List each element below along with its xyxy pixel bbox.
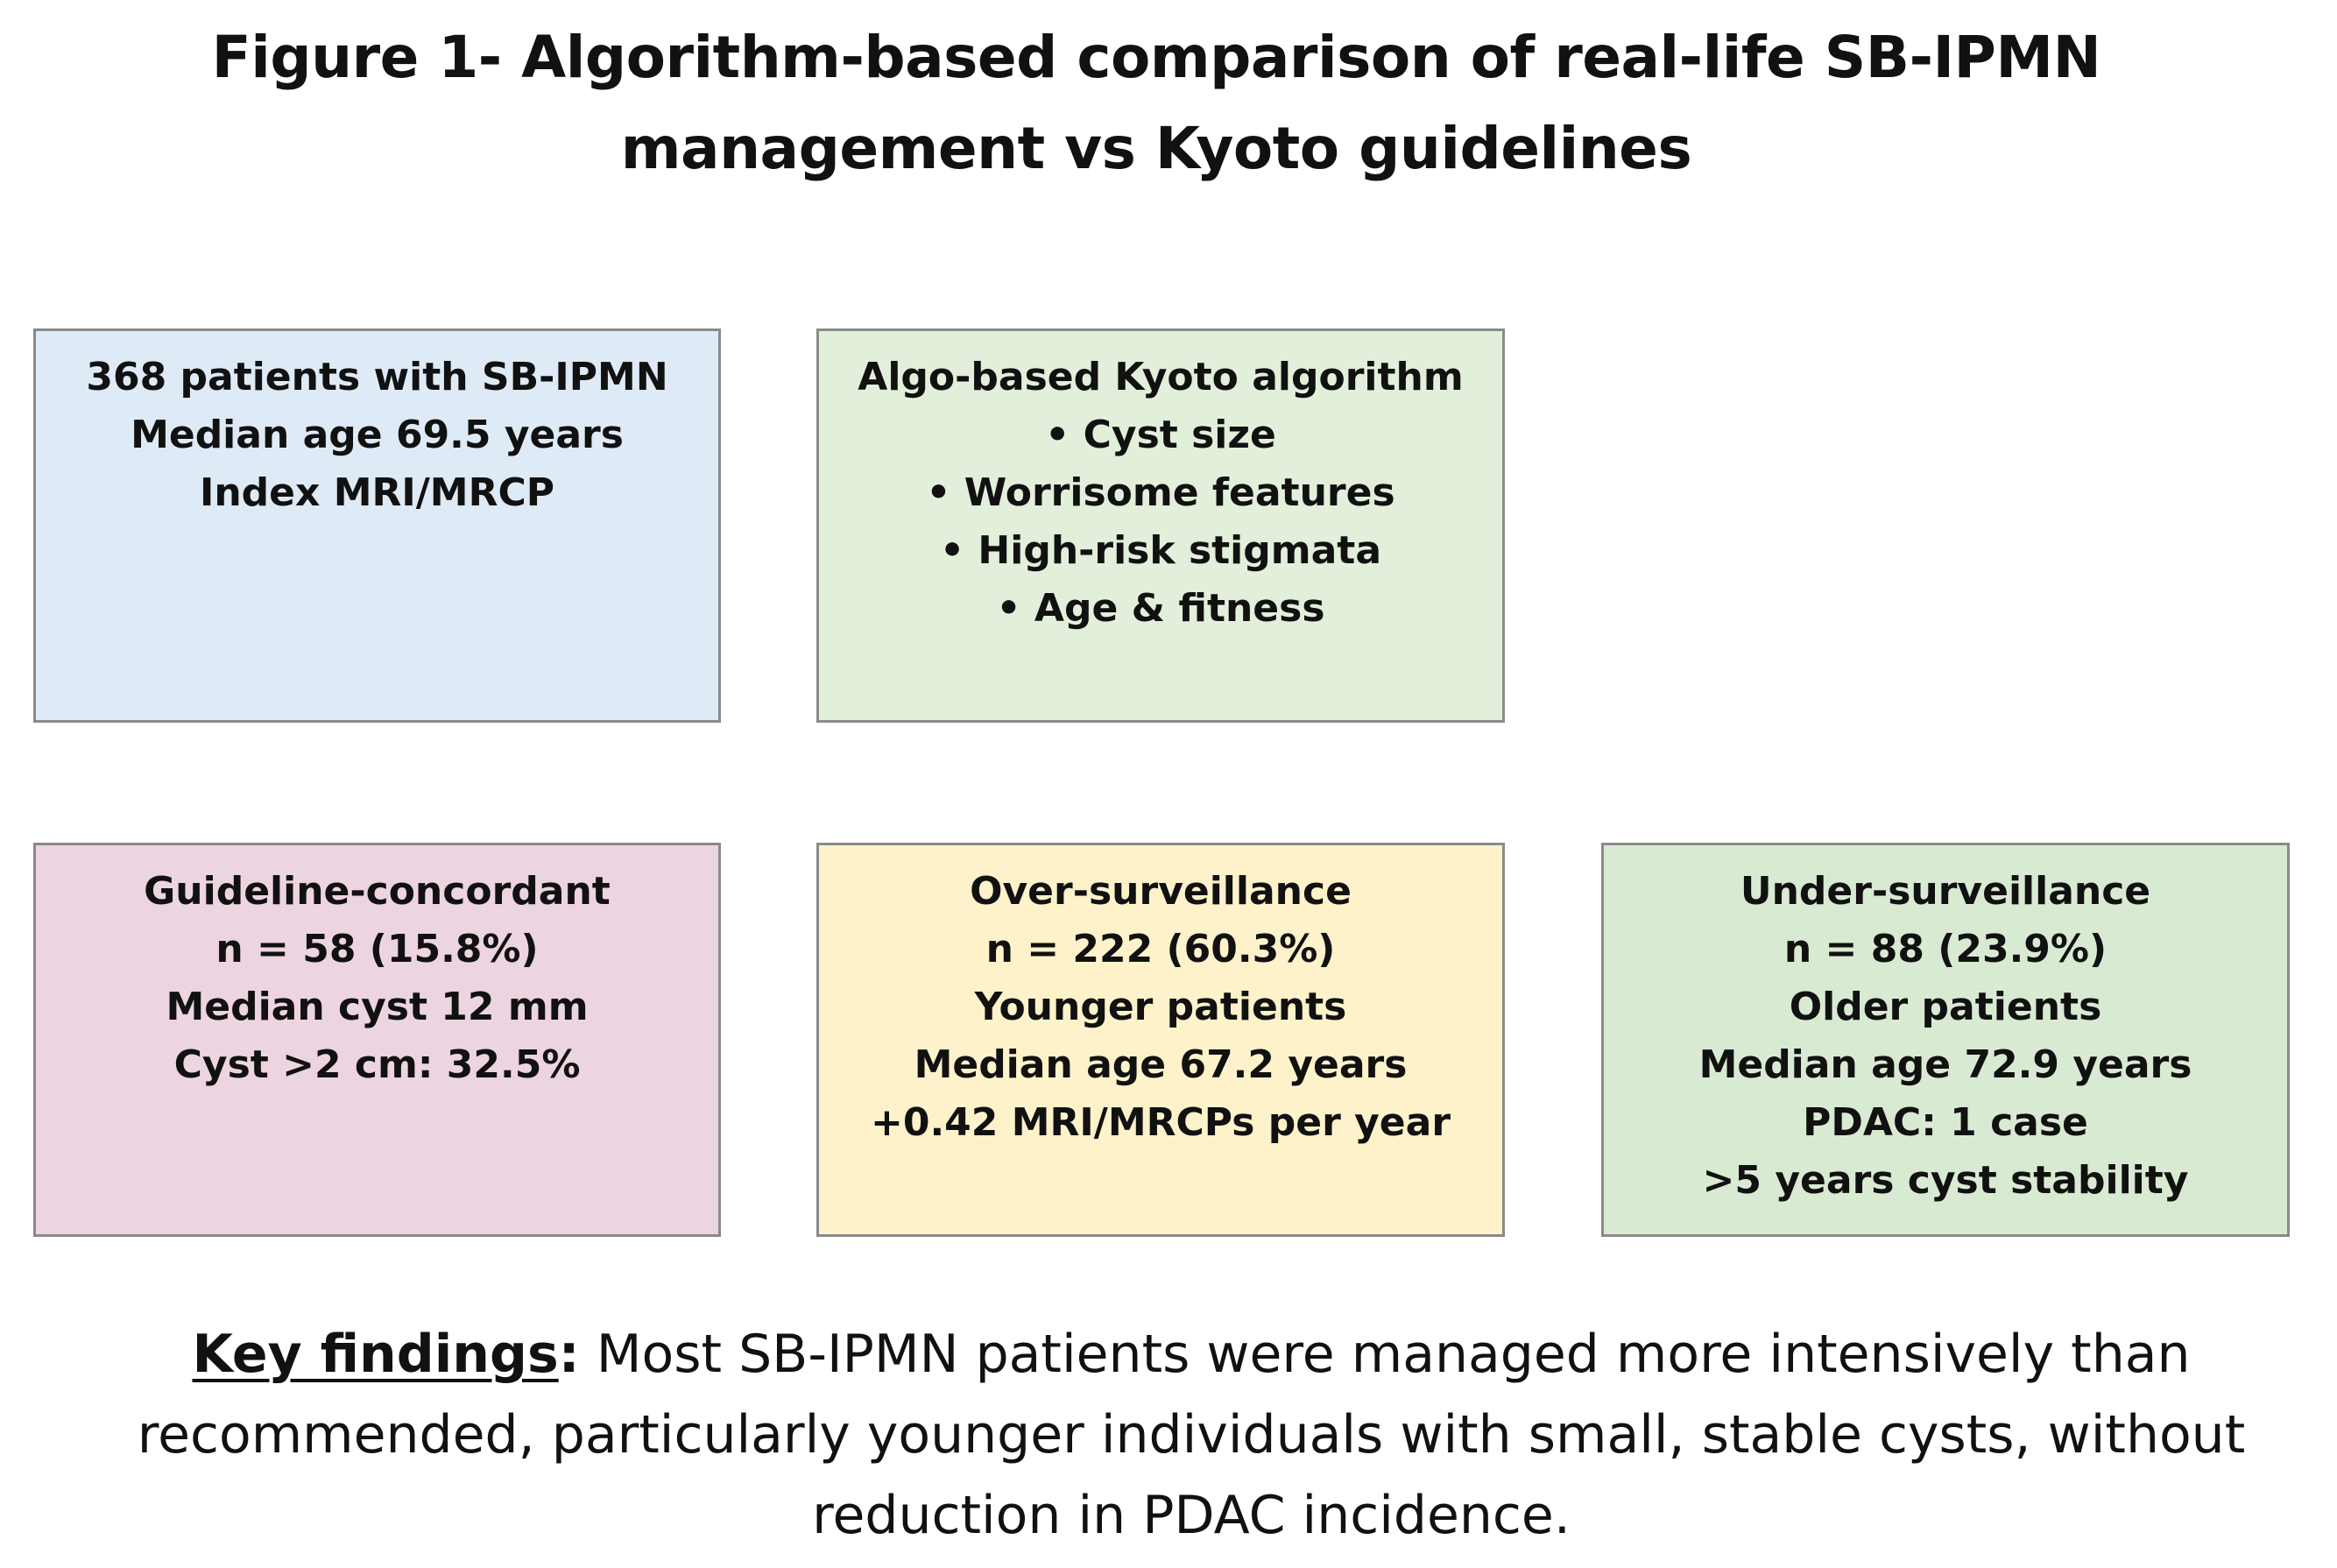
figure-title: Figure 1- Algorithm-based comparison of … xyxy=(0,12,2312,194)
over-surveillance-line: +0.42 MRI/MRCPs per year xyxy=(870,1100,1451,1145)
key-findings-text-1: Most SB-IPMN patients were managed more … xyxy=(579,1324,2191,1385)
over-surveillance-line: Over-surveillance xyxy=(970,869,1352,914)
under-surveillance-line: PDAC: 1 case xyxy=(1803,1100,2088,1145)
over-surveillance-line: Median age 67.2 years xyxy=(914,1042,1408,1087)
under-surveillance-line: Median age 72.9 years xyxy=(1698,1042,2192,1087)
over-surveillance-box: Over-surveillance n = 222 (60.3%) Younge… xyxy=(816,843,1505,1237)
under-surveillance-box: Under-surveillance n = 88 (23.9%) Older … xyxy=(1601,843,2290,1237)
figure-title-line-1: Figure 1- Algorithm-based comparison of … xyxy=(211,24,2101,91)
cohort-line: 368 patients with SB-IPMN xyxy=(86,355,668,399)
key-findings-line-3: reduction in PDAC incidence. xyxy=(812,1485,1571,1546)
key-findings-line-2: recommended, particularly younger indivi… xyxy=(137,1404,2246,1466)
guideline-concordant-box: Guideline-concordant n = 58 (15.8%) Medi… xyxy=(33,843,721,1237)
algorithm-bullet: • High-risk stigmata xyxy=(939,528,1382,573)
kyoto-algorithm-box: Algo-based Kyoto algorithm • Cyst size •… xyxy=(816,328,1505,723)
key-findings-colon: : xyxy=(558,1324,580,1385)
over-surveillance-line: n = 222 (60.3%) xyxy=(985,927,1336,971)
key-findings-label: Key findings xyxy=(192,1324,559,1385)
concordant-line: Cyst >2 cm: 32.5% xyxy=(173,1042,581,1087)
under-surveillance-line: >5 years cyst stability xyxy=(1702,1158,2189,1203)
concordant-line: n = 58 (15.8%) xyxy=(215,927,539,971)
key-findings-line-1: Key findings: Most SB-IPMN patients were… xyxy=(53,1314,2330,1395)
cohort-line: Index MRI/MRCP xyxy=(199,470,555,515)
algorithm-bullet: • Worrisome features xyxy=(926,470,1395,515)
over-surveillance-line: Younger patients xyxy=(974,985,1347,1029)
cohort-line: Median age 69.5 years xyxy=(131,413,624,457)
concordant-line: Median cyst 12 mm xyxy=(166,985,589,1029)
figure-title-line-2: management vs Kyoto guidelines xyxy=(620,115,1692,182)
under-surveillance-line: Under-surveillance xyxy=(1740,869,2151,914)
algorithm-bullet: • Cyst size xyxy=(1045,413,1276,457)
algorithm-bullet: • Age & fitness xyxy=(996,586,1325,631)
key-findings: Key findings: Most SB-IPMN patients were… xyxy=(53,1314,2330,1556)
algorithm-line: Algo-based Kyoto algorithm xyxy=(858,355,1464,399)
under-surveillance-line: Older patients xyxy=(1789,985,2102,1029)
under-surveillance-line: n = 88 (23.9%) xyxy=(1783,927,2108,971)
cohort-box: 368 patients with SB-IPMN Median age 69.… xyxy=(33,328,721,723)
concordant-line: Guideline-concordant xyxy=(144,869,611,914)
